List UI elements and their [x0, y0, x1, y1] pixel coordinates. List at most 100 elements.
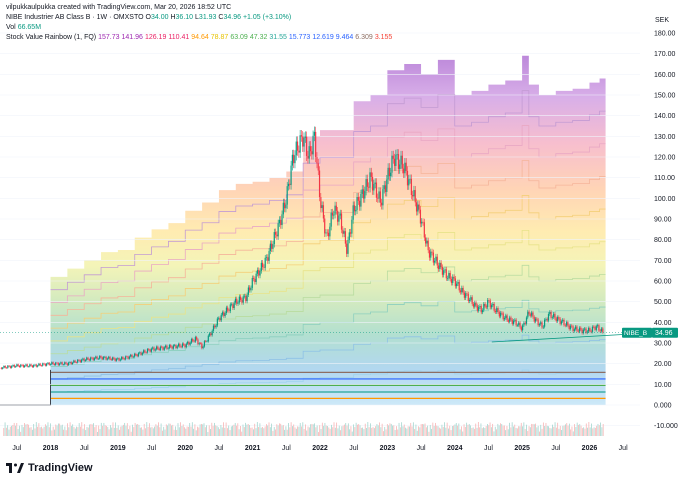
volume-bar [243, 427, 245, 436]
candle-body [468, 299, 471, 302]
candle-body [210, 333, 212, 336]
volume-bar [85, 430, 87, 436]
volume-bar [570, 429, 572, 436]
candle-body [75, 362, 77, 364]
volume-bar [269, 427, 271, 436]
y-axis[interactable]: SEK 180.00 170.00 160.00 150.00 140.00 130.00 1… [654, 17, 678, 430]
volume-bar [481, 428, 483, 436]
volume-bar [532, 424, 534, 436]
candle-body [39, 363, 41, 366]
volume-bar [409, 426, 410, 436]
volume-bar [234, 422, 236, 436]
volume-bar [528, 426, 530, 436]
open-value: 34.00 [150, 14, 169, 21]
candle-body [540, 322, 542, 325]
volume-bar [142, 429, 144, 436]
candle-body [153, 347, 155, 351]
volume-bar [477, 422, 479, 436]
candle-body [194, 337, 196, 342]
volume-bar [423, 424, 425, 436]
volume-bar [93, 423, 94, 436]
indicator-value: 78.87 [210, 34, 229, 41]
candle-body [188, 341, 190, 345]
rainbow-area [50, 55, 606, 405]
candle-body [251, 277, 253, 288]
candle-body [86, 357, 88, 360]
candle-body [382, 189, 384, 206]
volume-bar [99, 429, 101, 436]
x-axis[interactable]: Jul 2018 Jul 2019 Jul 2020 Jul 2021 Jul 2022 Jul 20… [12, 445, 628, 452]
volume-bar [16, 422, 18, 436]
volume-bar [527, 431, 529, 436]
candle-body [412, 195, 414, 197]
indicator-value: 63.09 [230, 34, 248, 41]
candle-body [445, 269, 447, 279]
volume-label[interactable]: Vol [6, 24, 16, 31]
candle-body [595, 326, 597, 330]
candle-body [599, 330, 601, 332]
candle-body [351, 219, 353, 234]
volume-bar [90, 423, 92, 436]
volume-bar [415, 424, 417, 436]
volume-bar [490, 427, 492, 436]
candle-body [115, 358, 118, 361]
volume-bar [340, 430, 341, 436]
volume-bar [383, 431, 384, 436]
volume-bar [345, 422, 347, 436]
rainbow-band-line [50, 125, 606, 303]
x-tick-label: 2026 [582, 445, 598, 452]
brand-footer[interactable]: TradingView [6, 462, 93, 474]
candle-body [505, 315, 507, 319]
volume-bar [305, 424, 306, 436]
candle-body [130, 354, 132, 357]
candle-body [472, 303, 475, 307]
candle-body [364, 190, 366, 199]
volume-bar [216, 425, 218, 436]
candle-body [308, 146, 310, 159]
candle-body [326, 232, 328, 234]
volume-bar [445, 427, 447, 436]
candle-body [320, 197, 322, 209]
candle-body [522, 325, 524, 331]
volume-bar [22, 427, 24, 436]
candle-body [140, 352, 142, 355]
candle-body [121, 356, 123, 360]
candle-body [498, 312, 500, 317]
volume-bar [453, 425, 455, 436]
candle-body [418, 204, 420, 210]
candle-body [303, 137, 305, 147]
volume-bar [546, 425, 548, 436]
volume-bar [24, 423, 25, 436]
candle-body [506, 315, 508, 321]
volume-bar [379, 422, 380, 436]
candle-body [26, 364, 28, 367]
volume-bar [328, 427, 330, 436]
y-tick-label: 130.00 [654, 134, 676, 141]
close-label: C [218, 14, 224, 21]
candle-body [334, 205, 336, 215]
y-tick-label: -10.000 [654, 423, 678, 430]
indicator-label[interactable]: Stock Value Rainbow (1, FQ) [6, 34, 97, 41]
volume-bar [165, 424, 167, 436]
trendline [491, 333, 637, 343]
volume-bar [232, 425, 234, 436]
candle-body [145, 352, 147, 354]
candle-body [384, 185, 387, 192]
indicator-value: 110.41 [168, 34, 190, 41]
candle-body [223, 312, 225, 317]
volume-bar [271, 423, 273, 436]
volume-bar [194, 424, 196, 436]
candle-body [264, 257, 266, 268]
volume-bar [125, 425, 127, 436]
candle-body [375, 182, 378, 198]
candle-body [400, 155, 402, 165]
volume-bar [185, 428, 187, 436]
candle-body [108, 356, 110, 359]
volume-bar [440, 428, 442, 436]
candle-body [479, 306, 481, 308]
volume-bar [7, 425, 9, 436]
candle-body [80, 359, 83, 363]
symbol-label[interactable]: NIBE Industrier AB Class B · 1W · OMXSTO [6, 14, 144, 21]
candle-body [371, 176, 374, 191]
